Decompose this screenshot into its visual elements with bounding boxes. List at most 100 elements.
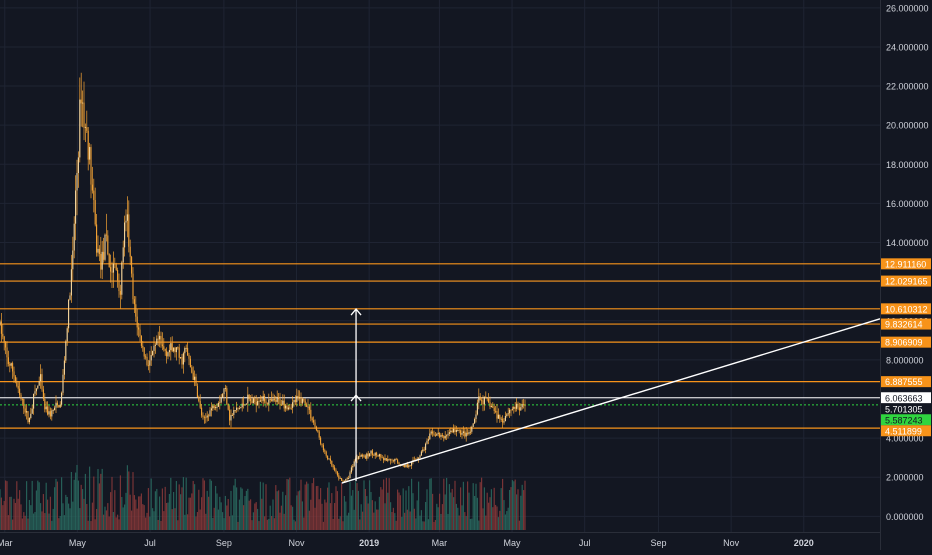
candle-body (259, 400, 261, 402)
volume-bar (45, 482, 47, 530)
candle-body (208, 415, 210, 417)
volume-bar (0, 497, 2, 530)
candle-body (381, 457, 383, 459)
candle-body (237, 407, 239, 409)
volume-bar (238, 499, 240, 530)
candle-body (217, 402, 219, 407)
candle-body (82, 102, 84, 104)
grid (0, 0, 880, 532)
candle-body (97, 248, 99, 253)
candle-body (292, 402, 294, 408)
volume-bars (0, 464, 526, 530)
candle-body (182, 353, 184, 365)
volume-bar (203, 480, 205, 530)
volume-bar (482, 508, 484, 530)
candle-body (297, 395, 299, 399)
volume-bar (350, 495, 352, 530)
y-tick-label: 8.000000 (886, 355, 924, 365)
candle-body (133, 299, 135, 305)
candle-body (453, 428, 455, 433)
volume-bar (441, 504, 443, 530)
candle-body (19, 388, 21, 395)
volume-bar (364, 488, 366, 530)
volume-bar (147, 488, 149, 530)
candle-body (377, 455, 379, 457)
candle-body (455, 430, 457, 432)
candle-body (105, 234, 107, 236)
candle-body (118, 280, 120, 292)
candle-body (482, 400, 484, 405)
candle-body (388, 459, 390, 461)
candle-body (171, 343, 173, 352)
candle-body (437, 432, 439, 435)
candle-body (189, 358, 191, 368)
volume-bar (261, 498, 263, 530)
volume-bar (307, 483, 309, 530)
candle-body (135, 304, 137, 317)
volume-bar (317, 485, 319, 530)
volume-bar (77, 480, 79, 530)
volume-bar (243, 505, 245, 530)
candle-body (236, 407, 238, 411)
candle-body (96, 224, 98, 253)
price-tag-label: 5.587243 (885, 415, 923, 425)
volume-bar (259, 481, 261, 530)
candle-body (45, 406, 47, 410)
candle-body (177, 347, 179, 349)
volume-bar (476, 497, 478, 530)
volume-bar (378, 496, 380, 530)
volume-bar (338, 518, 340, 530)
volume-bar (47, 499, 49, 530)
candle-body (404, 464, 406, 467)
candle-body (49, 411, 51, 417)
candle-body (168, 350, 170, 353)
candle-body (311, 418, 313, 421)
volume-bar (188, 497, 190, 530)
volume-bar (223, 518, 225, 530)
candle-body (166, 350, 168, 357)
y-tick-label: 14.000000 (886, 238, 929, 248)
candle-body (30, 413, 32, 418)
candle-body (511, 408, 513, 410)
volume-bar (236, 487, 238, 530)
volume-bar (157, 519, 159, 530)
volume-bar (457, 507, 459, 530)
volume-bar (321, 503, 323, 530)
candle-body (325, 451, 327, 456)
volume-bar (143, 505, 145, 530)
candle-body (24, 408, 26, 413)
x-tick-label: 2019 (359, 538, 379, 548)
candle-body (250, 398, 252, 401)
candle-body (258, 401, 260, 402)
candle-body (380, 454, 382, 458)
candle-body (475, 414, 477, 420)
candle-body (194, 376, 196, 380)
volume-bar (139, 496, 141, 530)
volume-bar (181, 487, 183, 530)
volume-bar (353, 509, 355, 530)
volume-bar (493, 487, 495, 530)
candle-body (283, 400, 285, 409)
candle-body (140, 335, 142, 346)
x-tick-label: Sep (216, 538, 232, 548)
price-tag-bg (881, 403, 931, 415)
volume-bar (35, 490, 37, 530)
candle-body (34, 391, 36, 394)
candle-body (170, 343, 172, 351)
x-axis[interactable]: Mar May Jul Sep Nov 2019 Mar May Jul Sep Nov 2020 (0, 532, 880, 549)
candle-body (383, 457, 385, 461)
candle-body (230, 414, 232, 421)
candle-body (51, 410, 53, 417)
volume-bar (21, 518, 23, 530)
candle-body (335, 470, 337, 472)
volume-bar (112, 511, 114, 530)
candle-body (418, 457, 420, 459)
volume-bar (33, 513, 35, 530)
trend-line[interactable] (341, 318, 881, 484)
candle-body (203, 416, 205, 418)
volume-bar (433, 521, 435, 530)
candle-body (427, 439, 429, 441)
volume-bar (138, 496, 140, 530)
